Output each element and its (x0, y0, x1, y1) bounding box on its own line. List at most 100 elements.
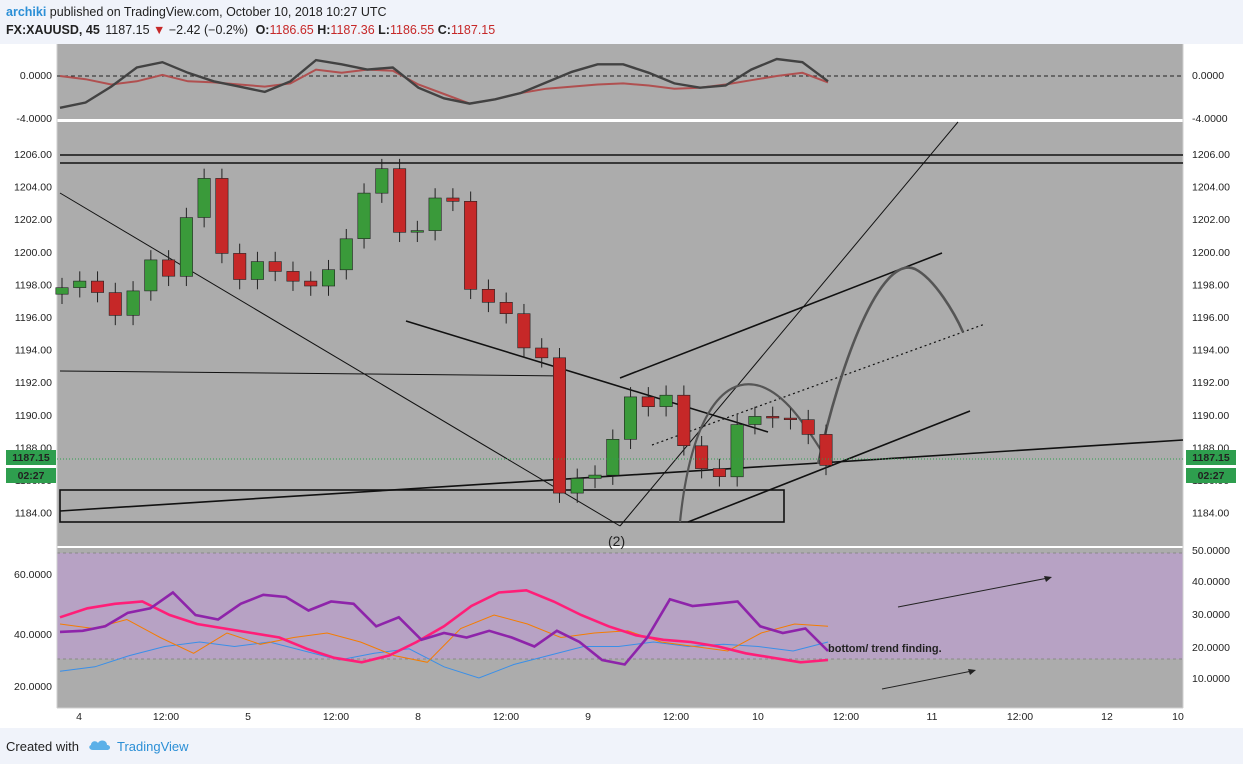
candle-body (286, 271, 300, 282)
chart-frame[interactable]: 0.0000 -4.0000 0.0000 -4.0000 (2) 1206.00 12… (0, 44, 1243, 728)
open-label: O: (255, 23, 270, 37)
osc-tick-left-1: -4.0000 (16, 113, 52, 125)
price-tick-right-11: 1184.00 (1192, 508, 1229, 520)
time-tick-10: 11 (927, 711, 938, 723)
arrow-upper (897, 577, 1049, 608)
price-tick-right-2: 1202.00 (1192, 214, 1230, 226)
horizontal-ray (59, 370, 567, 377)
time-tick-12: 12 (1101, 711, 1113, 723)
time-tick-1: 12:00 (153, 711, 179, 723)
candle-body (570, 478, 584, 494)
rsi-orange-line (59, 614, 829, 663)
high-label: H: (317, 23, 331, 37)
last-price: 1187.15 (105, 23, 150, 37)
dotted-mid-line (651, 323, 986, 446)
candle-body (233, 253, 247, 280)
change-arrow-icon: ▼ (153, 23, 166, 37)
arrow-upper-head-icon (1044, 576, 1052, 582)
rsi-tick-left-1: 40.0000 (14, 629, 52, 641)
candle-body (393, 168, 407, 233)
candle-body (428, 197, 442, 231)
candle-body (801, 419, 815, 435)
price-tick-left-7: 1192.00 (15, 377, 52, 389)
last-price-badge-left (6, 450, 56, 465)
tradingview-link[interactable]: TradingView (117, 739, 189, 754)
close-label: C: (437, 23, 451, 37)
candle-body (250, 261, 264, 280)
rsi-series-group (59, 588, 829, 679)
time-tick-8: 10 (752, 711, 764, 723)
price-tick-left-5: 1196.00 (15, 312, 52, 324)
candle-body (357, 192, 371, 240)
candle-body (659, 394, 673, 407)
price-tick-left-11: 1184.00 (15, 508, 52, 520)
last-price-label-left: 1187.15 (12, 452, 50, 464)
candle-body (481, 289, 495, 303)
candle-body (623, 396, 637, 440)
price-tick-left-8: 1190.00 (15, 410, 52, 422)
countdown-label-left: 02:27 (18, 470, 45, 482)
price-tick-left-0: 1206.00 (14, 149, 52, 161)
rsi-band (57, 553, 1183, 659)
candle-body (55, 287, 69, 295)
candle-body (730, 424, 744, 478)
time-tick-3: 12:00 (323, 711, 349, 723)
candle-body (162, 259, 176, 277)
candle-body (268, 261, 282, 272)
candle-body (499, 301, 513, 314)
price-axis: 1206.00 1206.00 1204.00 1204.00 1202.00 1202.… (6, 149, 1236, 520)
high-value: 1187.36 (330, 23, 375, 37)
candle-body (339, 238, 353, 271)
rsi-tick-right-3: 20.0000 (1192, 642, 1230, 654)
time-tick-13: 10 (1172, 711, 1184, 723)
candle-body (783, 417, 797, 421)
candle-body (641, 396, 655, 407)
long-support-line (59, 439, 1184, 512)
candle-body (108, 292, 122, 316)
countdown-badge-left (6, 468, 56, 483)
candle-body (535, 347, 549, 359)
osc-tick-right-0: 0.0000 (1192, 70, 1224, 82)
time-tick-0: 4 (76, 711, 82, 723)
price-tick-right-7: 1192.00 (1192, 377, 1229, 389)
price-tick-left-3: 1200.00 (14, 247, 52, 259)
price-tick-right-4: 1198.00 (1192, 279, 1229, 291)
price-tick-right-6: 1194.00 (1192, 345, 1229, 357)
candle-body (446, 197, 460, 202)
osc-tick-right-1: -4.0000 (1192, 113, 1228, 125)
price-tick-right-5: 1196.00 (1192, 312, 1229, 324)
time-tick-11: 12:00 (1007, 711, 1033, 723)
candle-body (464, 201, 478, 290)
countdown-label-right: 02:27 (1198, 470, 1225, 482)
rsi-blue-line (59, 641, 829, 679)
tradingview-cloud-icon[interactable] (88, 737, 112, 756)
last-price-badge-right (1186, 450, 1236, 465)
candle-body (375, 168, 389, 194)
rsi-tick-left-0: 60.0000 (14, 569, 52, 581)
time-axis: 4 12:00 5 12:00 8 12:00 9 12:00 10 12:00 11 12:00 12… (76, 711, 1184, 723)
price-tick-left-2: 1202.00 (14, 214, 52, 226)
rsi-tick-right-2: 30.0000 (1192, 609, 1230, 621)
rsi-pink-line (59, 588, 829, 664)
price-tick-right-8: 1190.00 (1192, 410, 1229, 422)
candle-body (712, 468, 726, 478)
symbol-line: FX:XAUUSD, 45 1187.15 ▼ −2.42 (−0.2%) O:… (6, 23, 495, 37)
time-tick-7: 12:00 (663, 711, 689, 723)
low-value: 1186.55 (389, 23, 435, 37)
oscillator-main-line (59, 57, 829, 109)
arrow-lower (881, 670, 973, 690)
candle-body (588, 474, 602, 479)
rsi-annotation: bottom/ trend finding. (828, 643, 942, 655)
time-tick-5: 12:00 (493, 711, 519, 723)
publish-line: archiki published on TradingView.com, Oc… (6, 5, 387, 19)
close-value: 1187.15 (450, 23, 496, 37)
footer: Created with TradingView (0, 728, 1243, 764)
chart-header: archiki published on TradingView.com, Oc… (0, 0, 1243, 44)
fan-line-steep (619, 121, 959, 527)
rsi-tick-left-2: 20.0000 (14, 681, 52, 693)
rsi-tick-right-4: 10.0000 (1192, 673, 1230, 685)
candle-body (819, 434, 833, 466)
countdown-badge-right (1186, 468, 1236, 483)
author-link[interactable]: archiki (6, 5, 47, 19)
